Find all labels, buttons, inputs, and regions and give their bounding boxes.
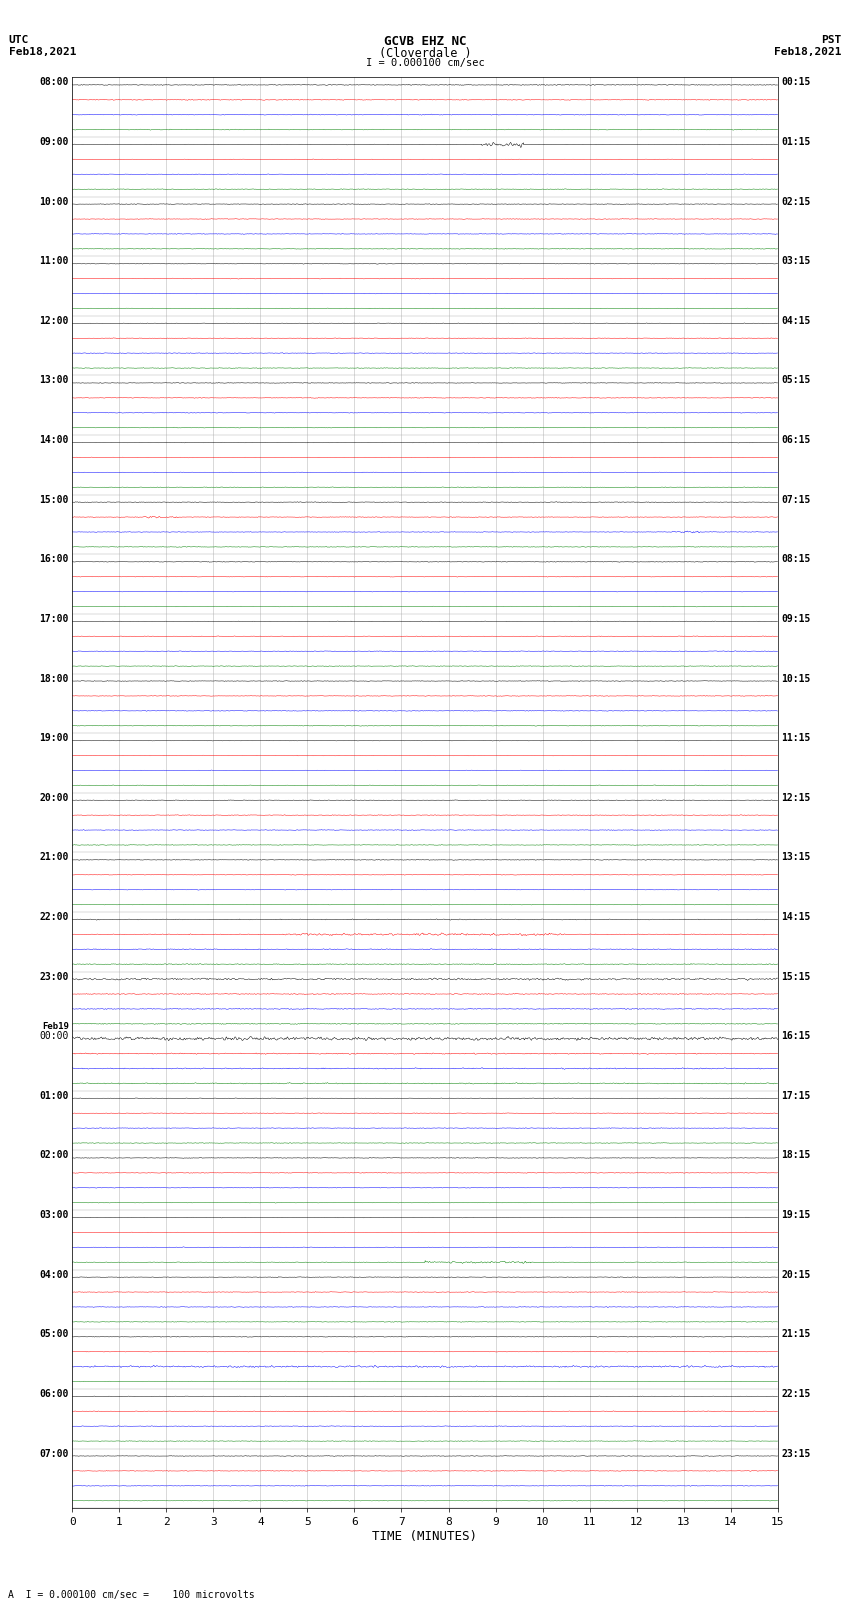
Text: 02:15: 02:15	[781, 197, 811, 206]
Text: 01:00: 01:00	[39, 1090, 69, 1100]
Text: 01:15: 01:15	[781, 137, 811, 147]
Text: 18:00: 18:00	[39, 674, 69, 684]
Text: (Cloverdale ): (Cloverdale )	[379, 47, 471, 60]
Text: 19:15: 19:15	[781, 1210, 811, 1219]
Text: 13:00: 13:00	[39, 376, 69, 386]
Text: 14:15: 14:15	[781, 911, 811, 923]
Text: 11:00: 11:00	[39, 256, 69, 266]
Text: 17:00: 17:00	[39, 615, 69, 624]
X-axis label: TIME (MINUTES): TIME (MINUTES)	[372, 1531, 478, 1544]
Text: 20:15: 20:15	[781, 1269, 811, 1279]
Text: 02:00: 02:00	[39, 1150, 69, 1160]
Text: 07:00: 07:00	[39, 1448, 69, 1458]
Text: 08:00: 08:00	[39, 77, 69, 87]
Text: 05:00: 05:00	[39, 1329, 69, 1339]
Text: 06:00: 06:00	[39, 1389, 69, 1398]
Text: 11:15: 11:15	[781, 734, 811, 744]
Text: 00:15: 00:15	[781, 77, 811, 87]
Text: I = 0.000100 cm/sec: I = 0.000100 cm/sec	[366, 58, 484, 68]
Text: 03:15: 03:15	[781, 256, 811, 266]
Text: 16:00: 16:00	[39, 555, 69, 565]
Text: 04:00: 04:00	[39, 1269, 69, 1279]
Text: 22:15: 22:15	[781, 1389, 811, 1398]
Text: 15:15: 15:15	[781, 971, 811, 982]
Text: 17:15: 17:15	[781, 1090, 811, 1100]
Text: 13:15: 13:15	[781, 852, 811, 863]
Text: 15:00: 15:00	[39, 495, 69, 505]
Text: 10:15: 10:15	[781, 674, 811, 684]
Text: PST: PST	[821, 35, 842, 45]
Text: 07:15: 07:15	[781, 495, 811, 505]
Text: 08:15: 08:15	[781, 555, 811, 565]
Text: 10:00: 10:00	[39, 197, 69, 206]
Text: 19:00: 19:00	[39, 734, 69, 744]
Text: 04:15: 04:15	[781, 316, 811, 326]
Text: 23:15: 23:15	[781, 1448, 811, 1458]
Text: 00:00: 00:00	[39, 1031, 69, 1042]
Text: 12:00: 12:00	[39, 316, 69, 326]
Text: 20:00: 20:00	[39, 794, 69, 803]
Text: 14:00: 14:00	[39, 436, 69, 445]
Text: 03:00: 03:00	[39, 1210, 69, 1219]
Text: Feb19: Feb19	[42, 1023, 69, 1031]
Text: 21:00: 21:00	[39, 852, 69, 863]
Text: UTC: UTC	[8, 35, 29, 45]
Text: 09:00: 09:00	[39, 137, 69, 147]
Text: 06:15: 06:15	[781, 436, 811, 445]
Text: 05:15: 05:15	[781, 376, 811, 386]
Text: 22:00: 22:00	[39, 911, 69, 923]
Text: A  I = 0.000100 cm/sec =    100 microvolts: A I = 0.000100 cm/sec = 100 microvolts	[8, 1590, 255, 1600]
Text: 23:00: 23:00	[39, 971, 69, 982]
Text: 18:15: 18:15	[781, 1150, 811, 1160]
Text: GCVB EHZ NC: GCVB EHZ NC	[383, 35, 467, 48]
Text: 12:15: 12:15	[781, 794, 811, 803]
Text: Feb18,2021: Feb18,2021	[8, 47, 76, 56]
Text: 09:15: 09:15	[781, 615, 811, 624]
Text: 16:15: 16:15	[781, 1031, 811, 1042]
Text: 21:15: 21:15	[781, 1329, 811, 1339]
Text: Feb18,2021: Feb18,2021	[774, 47, 842, 56]
